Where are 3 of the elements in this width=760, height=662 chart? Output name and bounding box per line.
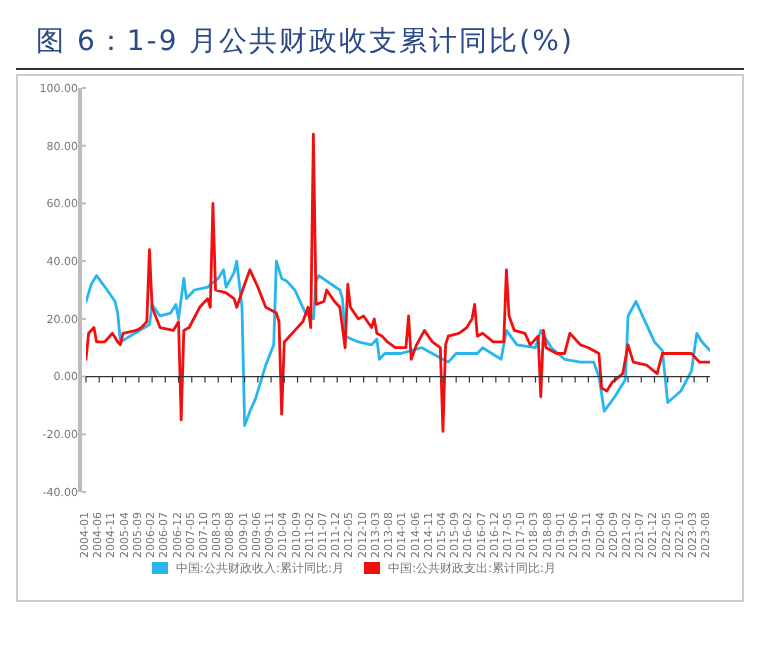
chart-title: 图 6：1-9 月公共财政收支累计同比(%) (16, 16, 744, 70)
line-series (86, 132, 710, 433)
line-series (86, 259, 710, 428)
